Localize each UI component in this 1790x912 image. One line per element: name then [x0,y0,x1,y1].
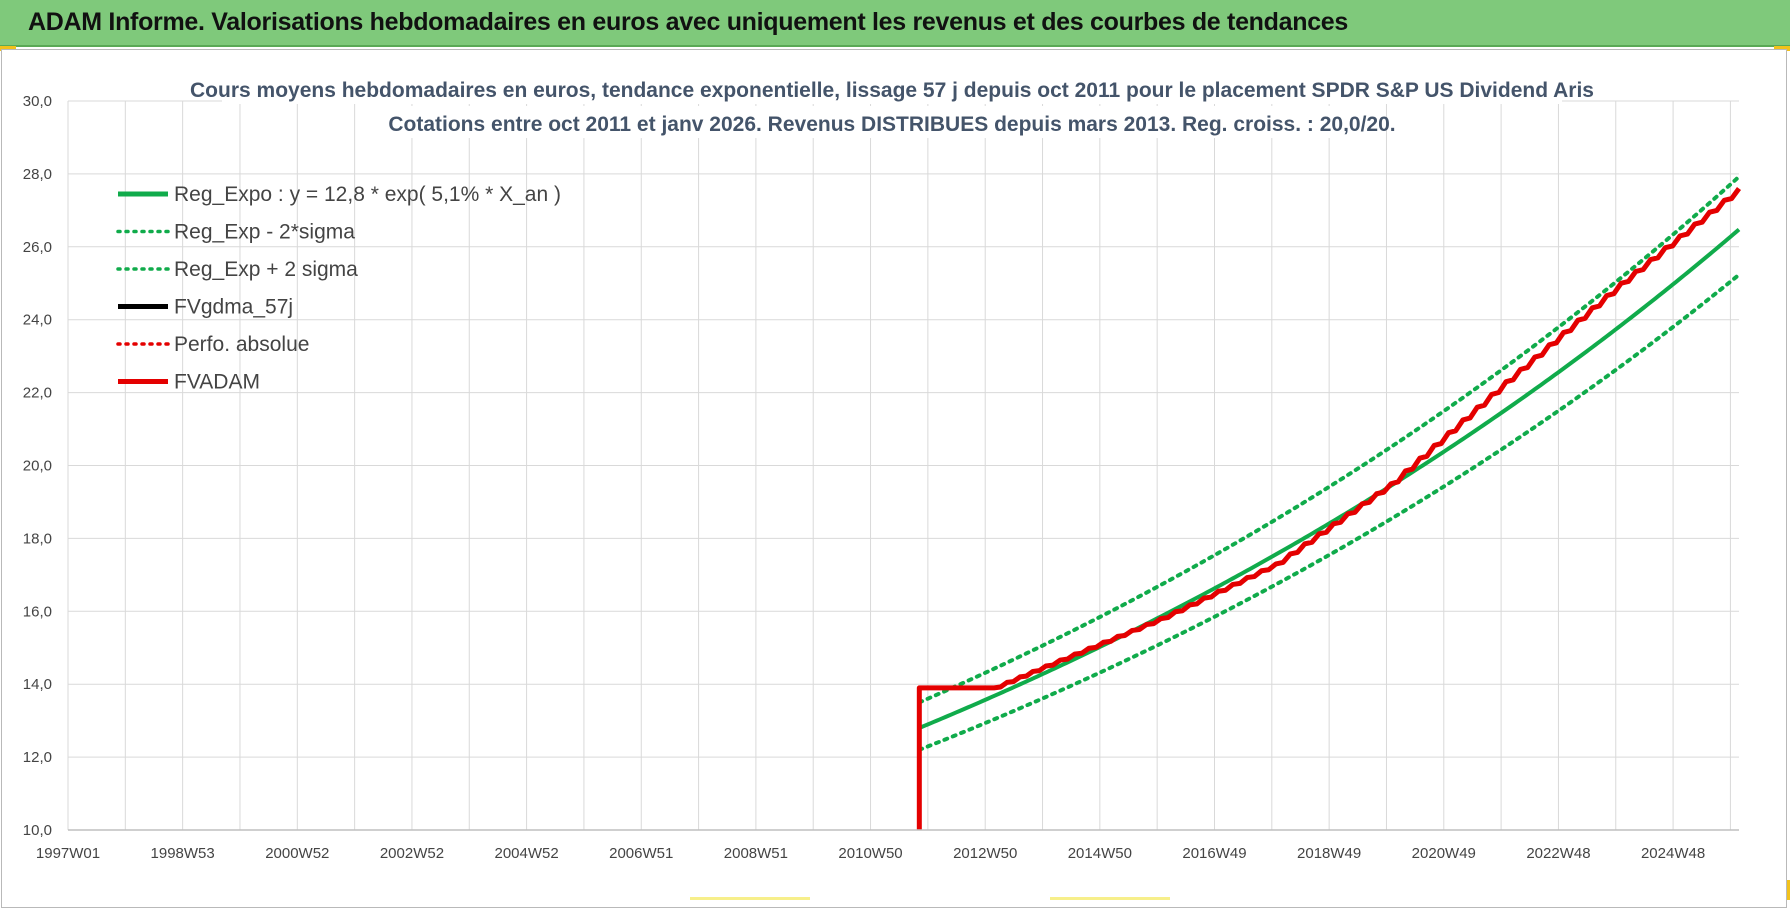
footer-mark-left [690,897,810,900]
page-title: ADAM Informe. Valorisations hebdomadaire… [28,8,1349,36]
corner-mark-top-left [0,46,16,51]
y-tick-label: 22,0 [23,385,52,402]
x-tick-label: 2000W52 [265,845,329,862]
series-line-2 [917,174,1741,705]
x-tick-label: 2002W52 [380,845,444,862]
axes: 10,0 12,0 14,0 16,0 18,0 20,0 22,0 24,0 26,0 28,0… [23,93,1739,862]
legend-label: Reg_Exp - 2*sigma [174,221,355,244]
y-tick-label: 14,0 [23,676,52,693]
x-tick-label: 2014W50 [1068,845,1132,862]
x-tick-label: 2024W48 [1641,845,1705,862]
x-tick-label: 2010W50 [838,845,902,862]
legend-label: FVADAM [174,371,260,394]
y-tick-label: 20,0 [23,458,52,475]
chart-frame [1,49,1787,908]
y-tick-label: 30,0 [23,93,52,110]
legend-label: Reg_Exp + 2 sigma [174,258,358,281]
x-tick-label: 2020W49 [1412,845,1476,862]
x-tick-label: 2006W51 [609,845,673,862]
chart-subtitle: Cotations entre oct 2011 et janv 2026. R… [388,113,1395,136]
x-tick-label: 2018W49 [1297,845,1361,862]
header-bar: ADAM Informe. Valorisations hebdomadaire… [0,0,1790,47]
x-tick-label: 2012W50 [953,845,1017,862]
y-tick-label: 12,0 [23,749,52,766]
y-tick-label: 28,0 [23,166,52,183]
subtitle-background [410,106,1375,138]
legend-label: Perfo. absolue [174,333,309,356]
series-line-1 [917,272,1741,752]
footer-mark-right [1050,897,1170,900]
x-tick-label: 1997W01 [36,845,100,862]
title-background [222,73,1562,104]
x-tick-label: 2008W51 [724,845,788,862]
chart-titles: Cours moyens hebdomadaires en euros, ten… [190,73,1594,138]
series [916,174,1742,830]
grid [67,100,1739,831]
x-tick-label: 2004W52 [494,845,558,862]
corner-mark-top-right [1774,46,1790,51]
legend-label: Reg_Expo : y = 12,8 * exp( 5,1% * X_an ) [174,183,561,206]
x-tick-label: 2022W48 [1526,845,1590,862]
y-tick-label: 24,0 [23,312,52,329]
y-tick-label: 16,0 [23,603,52,620]
legend: Reg_Expo : y = 12,8 * exp( 5,1% * X_an )… [116,183,561,394]
x-tick-label: 2016W49 [1182,845,1246,862]
y-tick-label: 18,0 [23,530,52,547]
y-tick-label: 26,0 [23,239,52,256]
y-tick-label: 10,0 [23,822,52,839]
series-line-0 [918,227,1741,730]
legend-label: FVgdma_57j [174,296,293,319]
chart-title: Cours moyens hebdomadaires en euros, ten… [190,79,1594,102]
series-line-5 [916,187,1742,830]
x-tick-label: 1998W53 [151,845,215,862]
